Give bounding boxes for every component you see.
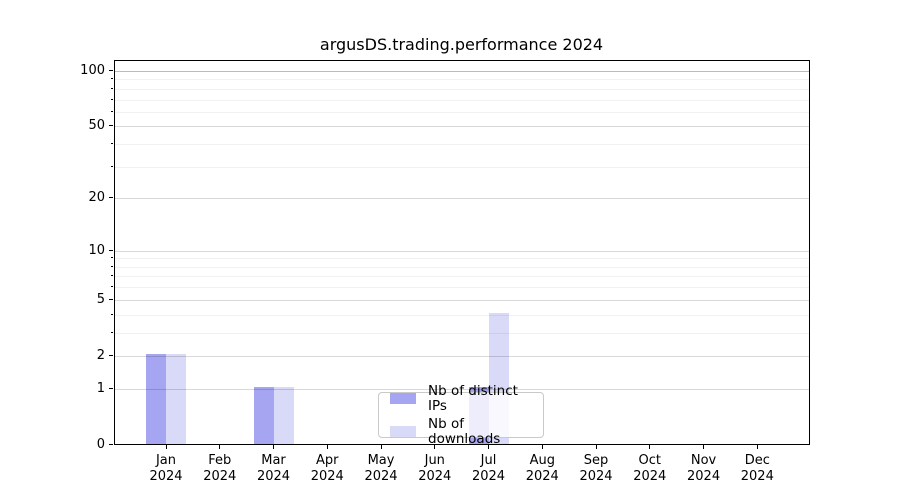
x-tick-label-nov: Nov 2024 [687,452,721,485]
x-tick-label-oct: Oct 2024 [633,452,667,485]
y-minortick-60 [110,110,113,112]
x-tick-label-may: May 2024 [364,452,398,485]
legend-label-distinct-ips: Nb of distinct IPs [428,382,518,414]
y-tick-label-100: 100 [80,62,105,78]
x-tick-jan [165,444,167,449]
y-minortick-90 [110,78,113,80]
x-tick-oct [649,444,651,449]
legend-item-downloads: Nb of downloads [387,415,535,447]
x-tick-feb [219,444,221,449]
y-tick-5 [109,298,113,300]
x-tick-label-jul: Jul 2024 [471,452,506,485]
y-tick-label-10: 10 [88,242,105,258]
y-minortick-3 [110,331,113,333]
x-tick-mar [273,444,274,449]
y-tick-label-1: 1 [96,380,105,396]
x-tick-label-apr: Apr 2024 [310,452,344,485]
legend: Nb of distinct IPs Nb of downloads [378,383,544,446]
x-tick-label-jan: Jan 2024 [149,452,183,485]
y-minortick-8 [110,265,113,267]
bar-downloads-jan [166,354,186,444]
x-tick-label-mar: Mar 2024 [256,452,291,485]
y-tick-2 [109,354,113,356]
x-tick-jul [488,444,490,449]
legend-swatch-downloads [390,426,416,437]
bar-distinct-ips-jan [146,354,166,444]
y-minortick-40 [110,143,113,145]
x-tick-dec [756,444,758,449]
y-tick-label-50: 50 [88,118,105,134]
y-tick-100 [109,69,113,71]
x-tick-label-sep: Sep 2024 [579,452,613,485]
y-minortick-80 [110,87,113,89]
x-tick-label-feb: Feb 2024 [203,452,237,485]
x-tick-aug [541,444,543,449]
y-tick-label-2: 2 [96,347,105,363]
y-tick-1 [109,387,113,389]
y-tick-0 [109,444,113,445]
y-tick-label-5: 5 [96,291,105,307]
legend-item-distinct-ips: Nb of distinct IPs [387,382,535,414]
y-tick-20 [109,197,113,199]
x-tick-jun [434,444,436,449]
y-minortick-7 [110,275,113,277]
legend-label-downloads: Nb of downloads [428,415,501,447]
x-tick-apr [326,444,328,449]
x-tick-nov [703,444,705,449]
legend-swatch-distinct-ips [390,393,416,404]
y-minortick-4 [110,313,113,315]
x-tick-label-dec: Dec 2024 [740,452,774,485]
x-tick-label-aug: Aug 2024 [525,452,559,485]
bar-distinct-ips-mar [253,387,274,444]
y-minortick-70 [110,98,113,100]
x-tick-may [380,444,382,449]
bar-downloads-mar [273,387,294,444]
y-tick-10 [109,249,113,251]
y-tick-50 [109,125,113,127]
y-minortick-30 [110,165,113,167]
y-minortick-6 [110,286,113,288]
x-tick-sep [595,444,597,449]
chart-title: argusDS.trading.performance 2024 [319,35,604,54]
x-tick-label-jun: Jun 2024 [418,452,452,485]
y-minortick-9 [110,257,113,259]
y-tick-label-0: 0 [96,437,105,452]
y-tick-label-20: 20 [88,190,105,206]
